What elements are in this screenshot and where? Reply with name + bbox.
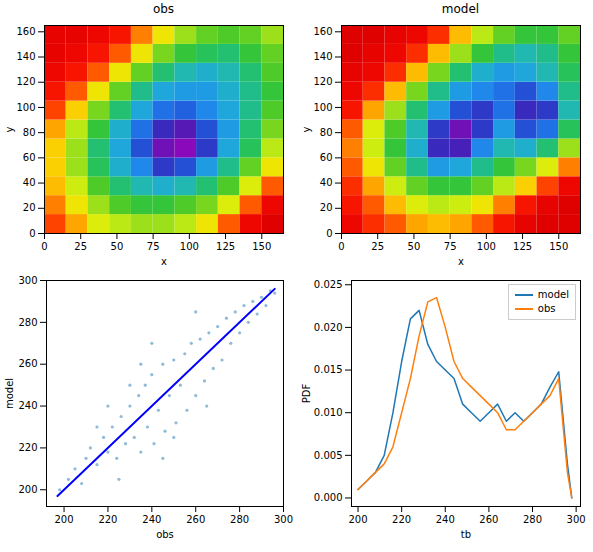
html-text:obs: obs (152, 2, 175, 16)
svg-text:0: 0 (41, 241, 47, 252)
svg-text:200: 200 (55, 514, 74, 525)
svg-text:obs: obs (156, 529, 174, 540)
svg-text:280: 280 (18, 317, 37, 328)
svg-text:220: 220 (98, 514, 117, 525)
html-text:obs: obs (537, 303, 556, 314)
svg-text:220: 220 (18, 442, 37, 453)
svg-text:260: 260 (479, 514, 498, 525)
svg-text:150: 150 (549, 241, 568, 252)
svg-text:x: x (458, 256, 464, 267)
svg-text:280: 280 (230, 514, 249, 525)
svg-text:y: y (301, 126, 312, 132)
html-text:model: model (441, 2, 480, 16)
svg-text:0.020: 0.020 (314, 322, 343, 333)
svg-text:model: model (4, 378, 15, 409)
svg-text:0.010: 0.010 (314, 407, 343, 418)
svg-text:240: 240 (436, 514, 455, 525)
svg-text:60: 60 (320, 152, 333, 163)
svg-text:80: 80 (320, 127, 333, 138)
svg-text:120: 120 (313, 76, 332, 87)
svg-text:75: 75 (147, 241, 160, 252)
svg-text:260: 260 (186, 514, 205, 525)
svg-text:140: 140 (16, 51, 35, 62)
svg-text:tb: tb (461, 529, 471, 540)
svg-text:40: 40 (23, 177, 36, 188)
svg-text:25: 25 (371, 241, 384, 252)
svg-text:140: 140 (313, 51, 332, 62)
svg-text:200: 200 (18, 484, 37, 495)
svg-text:125: 125 (216, 241, 235, 252)
svg-text:y: y (4, 126, 15, 132)
svg-text:125: 125 (513, 241, 532, 252)
svg-text:300: 300 (18, 275, 37, 286)
svg-text:300: 300 (567, 514, 586, 525)
svg-text:160: 160 (16, 26, 35, 37)
svg-text:40: 40 (320, 177, 333, 188)
svg-text:PDF: PDF (301, 384, 312, 404)
svg-text:300: 300 (274, 514, 293, 525)
svg-text:0.025: 0.025 (314, 279, 343, 290)
svg-text:25: 25 (74, 241, 87, 252)
svg-text:20: 20 (320, 202, 333, 213)
svg-text:100: 100 (477, 241, 496, 252)
svg-text:220: 220 (392, 514, 411, 525)
svg-text:260: 260 (18, 358, 37, 369)
svg-text:0: 0 (29, 228, 35, 239)
svg-text:0: 0 (338, 241, 344, 252)
svg-text:0.015: 0.015 (314, 364, 343, 375)
svg-text:20: 20 (23, 202, 36, 213)
svg-text:0.005: 0.005 (314, 450, 343, 461)
svg-text:120: 120 (16, 76, 35, 87)
svg-text:200: 200 (348, 514, 367, 525)
svg-text:0.000: 0.000 (314, 492, 343, 503)
svg-text:80: 80 (23, 127, 36, 138)
svg-text:150: 150 (252, 241, 271, 252)
svg-text:240: 240 (18, 400, 37, 411)
svg-text:x: x (161, 256, 167, 267)
svg-text:60: 60 (23, 152, 36, 163)
svg-text:100: 100 (16, 102, 35, 113)
svg-text:160: 160 (313, 26, 332, 37)
svg-text:0: 0 (326, 228, 332, 239)
svg-text:100: 100 (180, 241, 199, 252)
svg-text:240: 240 (142, 514, 161, 525)
svg-text:50: 50 (408, 241, 421, 252)
html-text:model: model (537, 289, 569, 300)
svg-text:75: 75 (444, 241, 457, 252)
svg-text:280: 280 (523, 514, 542, 525)
svg-text:50: 50 (111, 241, 124, 252)
svg-text:100: 100 (313, 102, 332, 113)
